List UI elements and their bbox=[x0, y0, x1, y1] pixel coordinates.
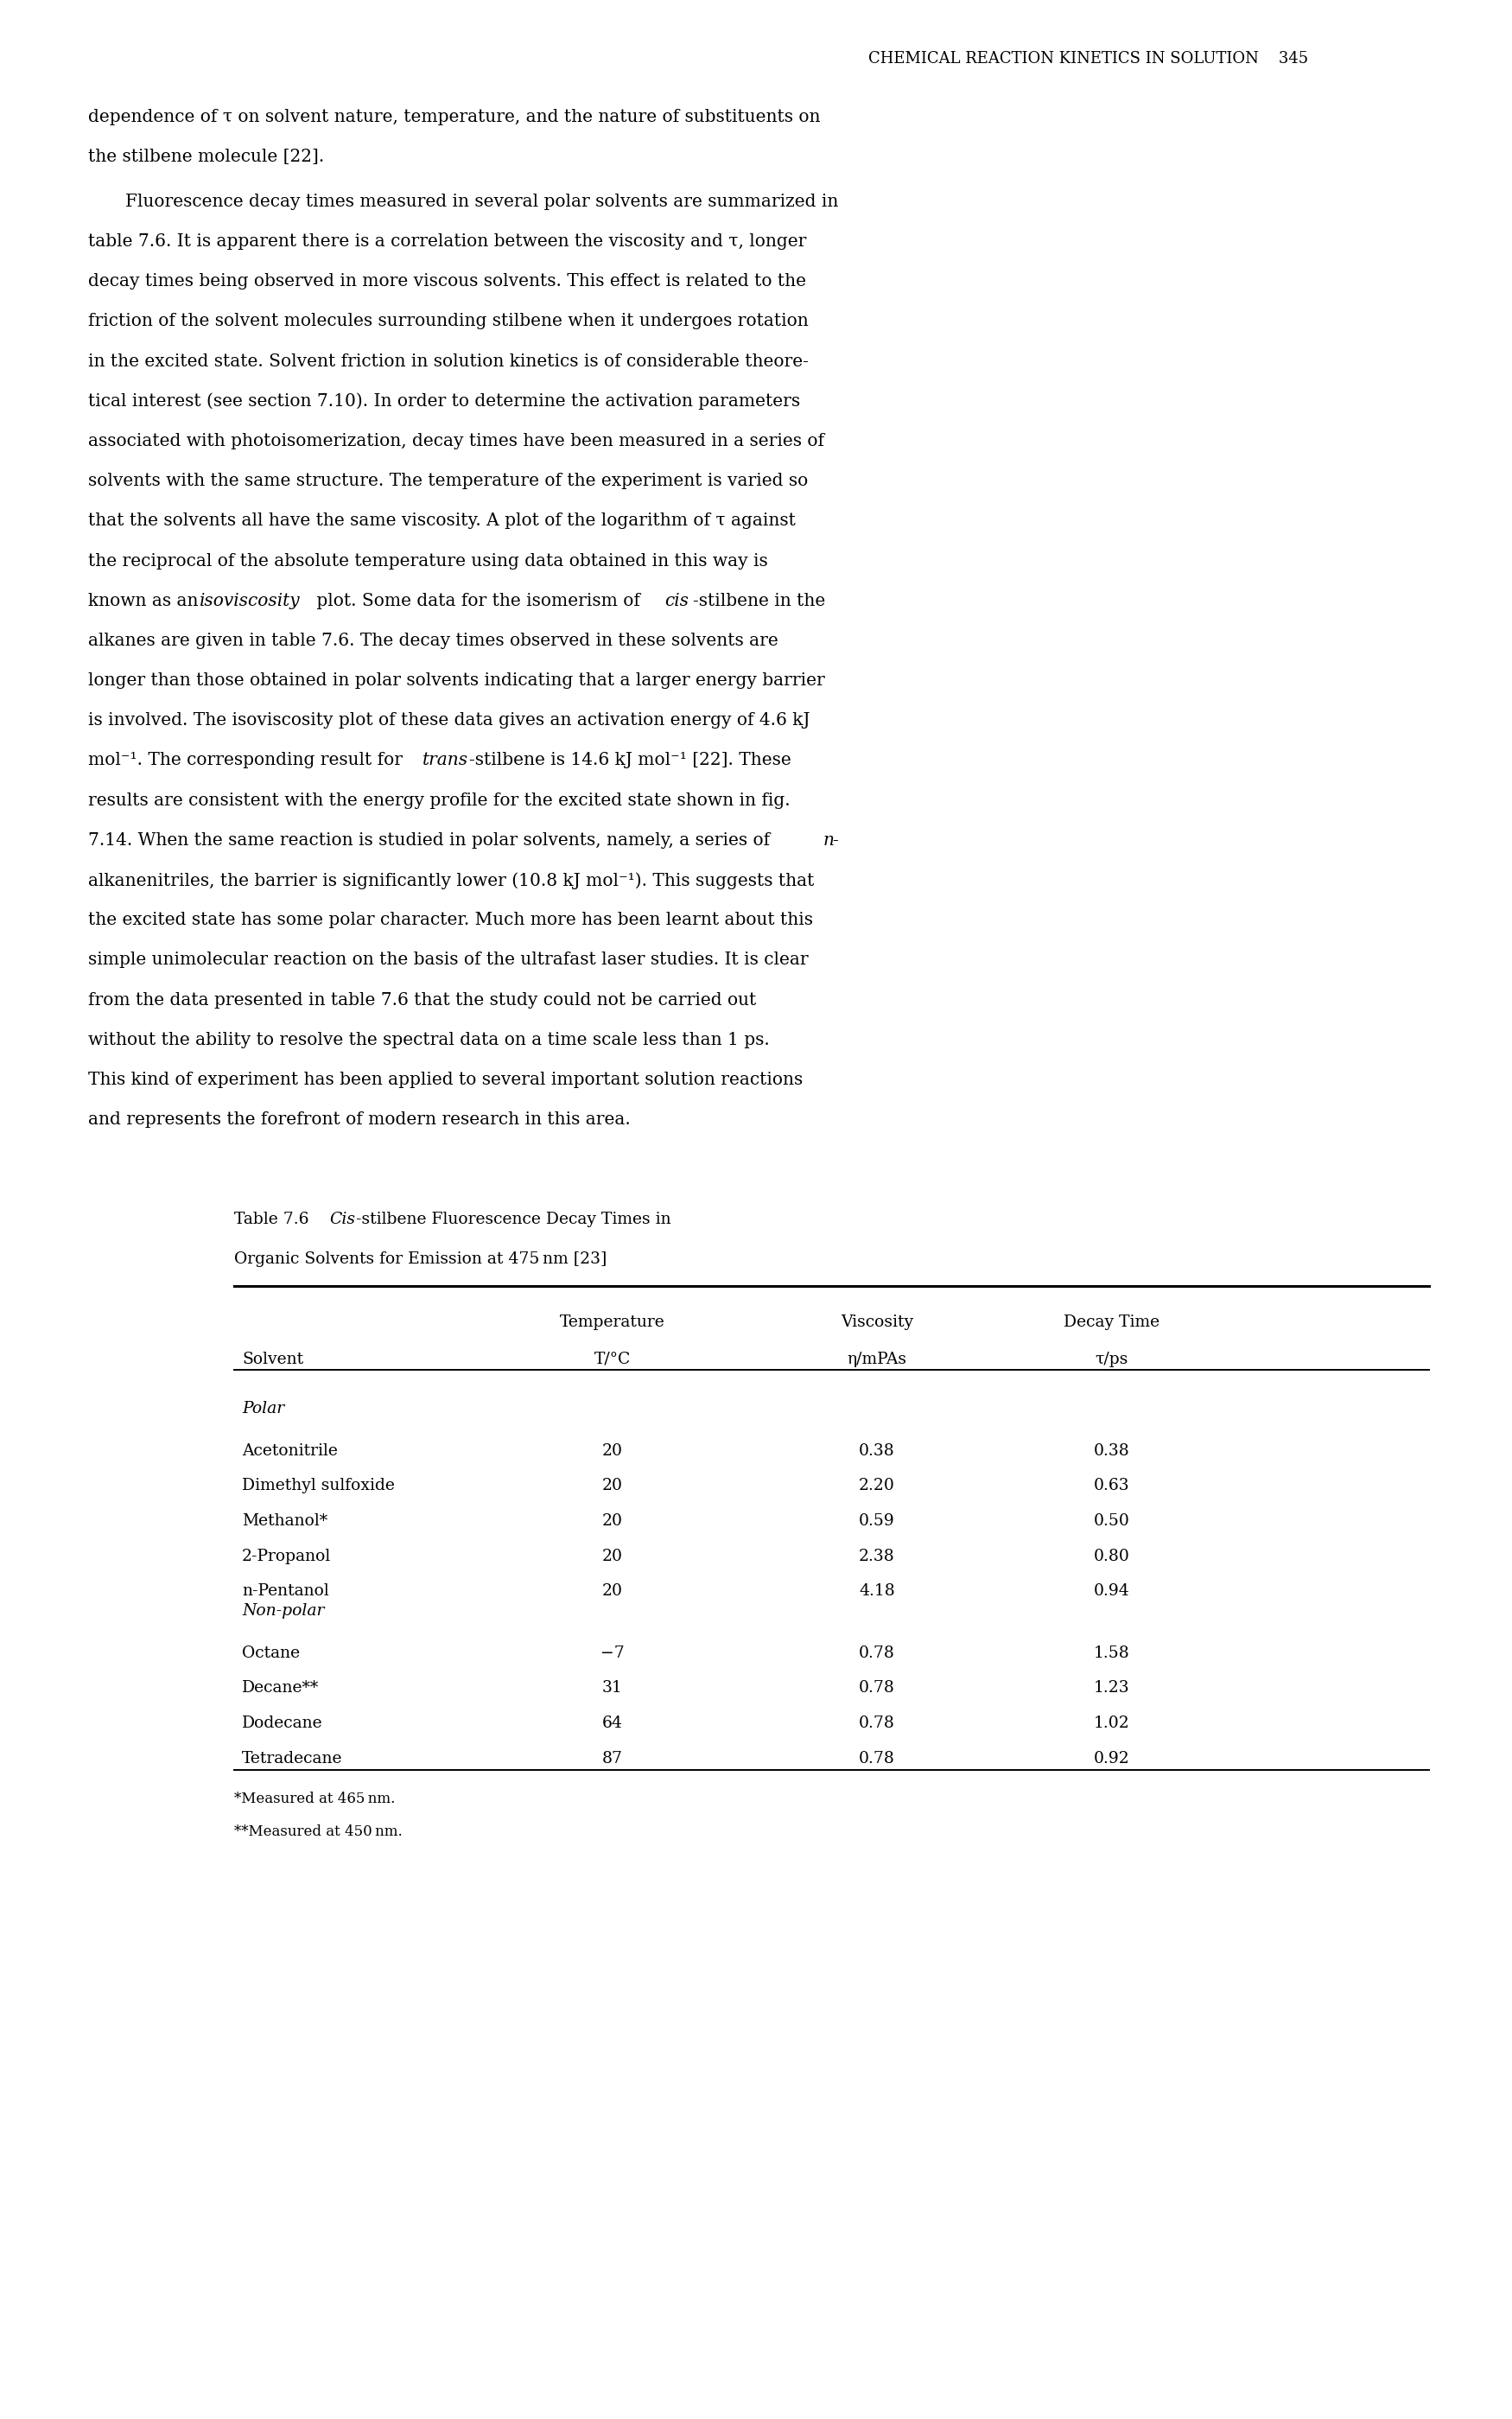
Text: τ/ps: τ/ps bbox=[1095, 1352, 1128, 1367]
Text: Polar: Polar bbox=[242, 1401, 284, 1415]
Text: isoviscosity: isoviscosity bbox=[200, 593, 301, 610]
Text: Tetradecane: Tetradecane bbox=[242, 1751, 343, 1766]
Text: table 7.6. It is apparent there is a correlation between the viscosity and τ, lo: table 7.6. It is apparent there is a cor… bbox=[88, 232, 806, 249]
Text: that the solvents all have the same viscosity. A plot of the logarithm of τ agai: that the solvents all have the same visc… bbox=[88, 513, 795, 530]
Text: in the excited state. Solvent friction in solution kinetics is of considerable t: in the excited state. Solvent friction i… bbox=[88, 353, 809, 370]
Text: n-Pentanol: n-Pentanol bbox=[242, 1584, 330, 1599]
Text: from the data presented in table 7.6 that the study could not be carried out: from the data presented in table 7.6 tha… bbox=[88, 992, 756, 1009]
Text: the stilbene molecule [22].: the stilbene molecule [22]. bbox=[88, 150, 324, 164]
Text: longer than those obtained in polar solvents indicating that a larger energy bar: longer than those obtained in polar solv… bbox=[88, 672, 824, 689]
Text: 0.63: 0.63 bbox=[1093, 1478, 1129, 1493]
Text: Decane**: Decane** bbox=[242, 1681, 319, 1696]
Text: trans: trans bbox=[423, 752, 469, 769]
Text: Dimethyl sulfoxide: Dimethyl sulfoxide bbox=[242, 1478, 395, 1493]
Text: Viscosity: Viscosity bbox=[841, 1316, 913, 1330]
Text: 0.78: 0.78 bbox=[859, 1681, 895, 1696]
Text: results are consistent with the energy profile for the excited state shown in fi: results are consistent with the energy p… bbox=[88, 791, 789, 808]
Text: Acetonitrile: Acetonitrile bbox=[242, 1444, 337, 1459]
Text: 0.59: 0.59 bbox=[859, 1514, 895, 1529]
Text: Table 7.6: Table 7.6 bbox=[234, 1212, 319, 1226]
Text: 0.80: 0.80 bbox=[1093, 1548, 1129, 1565]
Text: 1.58: 1.58 bbox=[1093, 1645, 1129, 1662]
Text: 0.50: 0.50 bbox=[1093, 1514, 1129, 1529]
Text: Decay Time: Decay Time bbox=[1063, 1316, 1160, 1330]
Text: This kind of experiment has been applied to several important solution reactions: This kind of experiment has been applied… bbox=[88, 1072, 803, 1089]
Text: Organic Solvents for Emission at 475 nm [23]: Organic Solvents for Emission at 475 nm … bbox=[234, 1251, 608, 1268]
Text: 0.78: 0.78 bbox=[859, 1751, 895, 1766]
Text: 20: 20 bbox=[602, 1478, 623, 1493]
Text: solvents with the same structure. The temperature of the experiment is varied so: solvents with the same structure. The te… bbox=[88, 472, 807, 489]
Text: −7: −7 bbox=[600, 1645, 624, 1662]
Text: 20: 20 bbox=[602, 1514, 623, 1529]
Text: 4.18: 4.18 bbox=[859, 1584, 895, 1599]
Text: mol⁻¹. The corresponding result for: mol⁻¹. The corresponding result for bbox=[88, 752, 408, 769]
Text: Methanol*: Methanol* bbox=[242, 1514, 328, 1529]
Text: T/°C: T/°C bbox=[594, 1352, 631, 1367]
Text: 0.92: 0.92 bbox=[1093, 1751, 1129, 1766]
Text: 1.02: 1.02 bbox=[1093, 1715, 1129, 1732]
Text: -stilbene is 14.6 kJ mol⁻¹ [22]. These: -stilbene is 14.6 kJ mol⁻¹ [22]. These bbox=[469, 752, 791, 769]
Text: friction of the solvent molecules surrounding stilbene when it undergoes rotatio: friction of the solvent molecules surrou… bbox=[88, 312, 807, 329]
Text: Solvent: Solvent bbox=[242, 1352, 304, 1367]
Text: 20: 20 bbox=[602, 1444, 623, 1459]
Text: 20: 20 bbox=[602, 1584, 623, 1599]
Text: without the ability to resolve the spectral data on a time scale less than 1 ps.: without the ability to resolve the spect… bbox=[88, 1030, 770, 1047]
Text: tical interest (see section 7.10). In order to determine the activation paramete: tical interest (see section 7.10). In or… bbox=[88, 392, 800, 411]
Text: the excited state has some polar character. Much more has been learnt about this: the excited state has some polar charact… bbox=[88, 912, 812, 929]
Text: alkanes are given in table 7.6. The decay times observed in these solvents are: alkanes are given in table 7.6. The deca… bbox=[88, 631, 777, 648]
Text: 64: 64 bbox=[602, 1715, 623, 1732]
Text: 31: 31 bbox=[602, 1681, 623, 1696]
Text: Octane: Octane bbox=[242, 1645, 299, 1662]
Text: -stilbene Fluorescence Decay Times in: -stilbene Fluorescence Decay Times in bbox=[355, 1212, 671, 1226]
Text: 0.38: 0.38 bbox=[1093, 1444, 1129, 1459]
Text: plot. Some data for the isomerism of: plot. Some data for the isomerism of bbox=[311, 593, 646, 610]
Text: 0.94: 0.94 bbox=[1093, 1584, 1129, 1599]
Text: η/mPAs: η/mPAs bbox=[847, 1352, 907, 1367]
Text: simple unimolecular reaction on the basis of the ultrafast laser studies. It is : simple unimolecular reaction on the basi… bbox=[88, 951, 807, 968]
Text: is involved. The isoviscosity plot of these data gives an activation energy of 4: is involved. The isoviscosity plot of th… bbox=[88, 711, 809, 728]
Text: -stilbene in the: -stilbene in the bbox=[692, 593, 826, 610]
Text: -: - bbox=[833, 832, 838, 849]
Text: 87: 87 bbox=[602, 1751, 623, 1766]
Text: dependence of τ on solvent nature, temperature, and the nature of substituents o: dependence of τ on solvent nature, tempe… bbox=[88, 109, 820, 126]
Text: n: n bbox=[823, 832, 835, 849]
Text: 20: 20 bbox=[602, 1548, 623, 1565]
Text: **Measured at 450 nm.: **Measured at 450 nm. bbox=[234, 1824, 402, 1838]
Text: the reciprocal of the absolute temperature using data obtained in this way is: the reciprocal of the absolute temperatu… bbox=[88, 552, 768, 568]
Text: known as an: known as an bbox=[88, 593, 203, 610]
Text: 0.78: 0.78 bbox=[859, 1715, 895, 1732]
Text: decay times being observed in more viscous solvents. This effect is related to t: decay times being observed in more visco… bbox=[88, 273, 806, 290]
Text: alkanenitriles, the barrier is significantly lower (10.8 kJ mol⁻¹). This suggest: alkanenitriles, the barrier is significa… bbox=[88, 871, 813, 890]
Text: cis: cis bbox=[665, 593, 689, 610]
Text: associated with photoisomerization, decay times have been measured in a series o: associated with photoisomerization, deca… bbox=[88, 433, 824, 450]
Text: 2.38: 2.38 bbox=[859, 1548, 895, 1565]
Text: 0.38: 0.38 bbox=[859, 1444, 895, 1459]
Text: Temperature: Temperature bbox=[559, 1316, 665, 1330]
Text: Fluorescence decay times measured in several polar solvents are summarized in: Fluorescence decay times measured in sev… bbox=[125, 194, 838, 210]
Text: 7.14. When the same reaction is studied in polar solvents, namely, a series of: 7.14. When the same reaction is studied … bbox=[88, 832, 776, 849]
Text: 2-Propanol: 2-Propanol bbox=[242, 1548, 331, 1565]
Text: CHEMICAL REACTION KINETICS IN SOLUTION    345: CHEMICAL REACTION KINETICS IN SOLUTION 3… bbox=[869, 51, 1308, 65]
Text: *Measured at 465 nm.: *Measured at 465 nm. bbox=[234, 1792, 396, 1807]
Text: 1.23: 1.23 bbox=[1093, 1681, 1129, 1696]
Text: 0.78: 0.78 bbox=[859, 1645, 895, 1662]
Text: 2.20: 2.20 bbox=[859, 1478, 895, 1493]
Text: and represents the forefront of modern research in this area.: and represents the forefront of modern r… bbox=[88, 1110, 631, 1127]
Text: Cis: Cis bbox=[330, 1212, 355, 1226]
Text: Dodecane: Dodecane bbox=[242, 1715, 324, 1732]
Text: Non-polar: Non-polar bbox=[242, 1604, 325, 1618]
